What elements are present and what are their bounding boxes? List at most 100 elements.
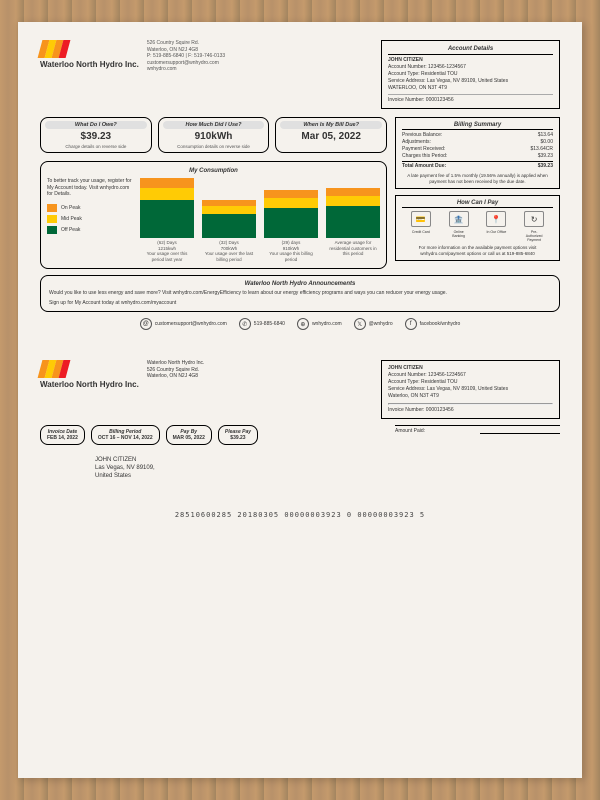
account-name: JOHN CITIZEN — [388, 57, 553, 64]
invoice-number: Invoice Number: 0000123456 — [388, 97, 553, 104]
social-item: ⊕wnhydro.com — [297, 318, 342, 330]
header-left: Waterloo North Hydro Inc. 526 Country Sq… — [40, 40, 371, 109]
summary-row: What Do I Owe? $39.23 Charge details on … — [40, 117, 387, 153]
social-item: 𝕏@wnhydro — [354, 318, 393, 330]
chart-area: To better track your usage, register for… — [47, 178, 380, 262]
stub-card: Invoice DateFEB 14, 2022 — [40, 425, 85, 445]
logo-stripes — [40, 360, 139, 378]
customer-mailing-address: JOHN CITIZEN Las Vegas, NV 89109, United… — [95, 457, 560, 480]
billing-total: Total Amount Due:$39.23 — [402, 161, 553, 170]
account-city: WATERLOO, ON N3T 4T9 — [388, 85, 553, 92]
stub-header: Waterloo North Hydro Inc. Waterloo North… — [40, 360, 560, 419]
web-line: wnhydro.com — [147, 66, 225, 73]
stub-card: Please Pay$39.23 — [218, 425, 258, 445]
legend-text: To better track your usage, register for… — [47, 178, 132, 198]
bar-chart: (62) Days1215kwhYour usage over this per… — [140, 178, 380, 262]
stub-addr: Waterloo, ON N2J 4G8 — [147, 373, 205, 380]
payment-option-label: Credit Card — [410, 230, 432, 242]
billing-summary-box: Billing Summary Previous Balance:$13.64 A… — [395, 117, 560, 189]
pay-labels-row: Credit CardOnline BankingIn Our OfficePr… — [402, 230, 553, 242]
social-icon: 𝕏 — [354, 318, 366, 330]
payment-option-icon: ↻ — [524, 211, 544, 227]
service-address: Service Address: Las Vegas, NV 89109, Un… — [388, 78, 553, 85]
legend-item: Mid Peak — [47, 215, 132, 223]
owe-head: What Do I Owe? — [45, 121, 147, 129]
legend-item: On Peak — [47, 204, 132, 212]
account-type: Account Type: Residential TOU — [388, 71, 553, 78]
stub-logo: Waterloo North Hydro Inc. — [40, 360, 139, 389]
payment-option-icon: 📍 — [486, 211, 506, 227]
customer-line2: United States — [95, 473, 560, 481]
customer-line1: Las Vegas, NV 89109, — [95, 465, 560, 473]
payment-stub: Waterloo North Hydro Inc. Waterloo North… — [40, 360, 560, 518]
barcode-text: 28510600285 20180305 00000003923 0 00000… — [40, 511, 560, 519]
use-val: 910kWh — [163, 131, 265, 142]
announce-line2: Sign up for My Account today at wnhydro.… — [49, 300, 551, 307]
stub-account-box: JOHN CITIZEN Account Number: 123456-1234… — [381, 360, 560, 419]
social-icon: ✆ — [239, 318, 251, 330]
payment-note: For more information on the available pa… — [402, 245, 553, 256]
use-card: How Much Did I Use? 910kWh Consumption d… — [158, 117, 270, 153]
billing-row: Payment Received:$13.64CR — [402, 146, 553, 153]
stub-city: Waterloo, ON N3T 4T9 — [388, 393, 553, 400]
legend-side: To better track your usage, register for… — [47, 178, 132, 262]
company-name: Waterloo North Hydro Inc. — [40, 60, 139, 69]
stub-account-number: Account Number: 123456-1234567 — [388, 372, 553, 379]
stub-company-name: Waterloo North Hydro Inc. — [40, 380, 139, 389]
page-header: Waterloo North Hydro Inc. 526 Country Sq… — [40, 40, 560, 109]
company-logo: Waterloo North Hydro Inc. — [40, 40, 139, 109]
social-item: @customersupport@wnhydro.com — [140, 318, 227, 330]
social-item: ✆519-885-6840 — [239, 318, 285, 330]
stub-service: Service Address: Las Vegas, NV 89109, Un… — [388, 386, 553, 393]
due-val: Mar 05, 2022 — [280, 131, 382, 142]
social-icon: @ — [140, 318, 152, 330]
announcements-box: Waterloo North Hydro Announcements Would… — [40, 275, 560, 312]
consumption-title: My Consumption — [47, 168, 380, 174]
stub-card: Pay ByMAR 05, 2022 — [166, 425, 212, 445]
social-icon: ⊕ — [297, 318, 309, 330]
pay-icons-row: 💳 🏦 📍 ↻ — [402, 211, 553, 227]
utility-bill-document: Waterloo North Hydro Inc. 526 Country Sq… — [18, 22, 582, 778]
customer-name: JOHN CITIZEN — [95, 457, 560, 465]
payment-option-icon: 🏦 — [449, 211, 469, 227]
logo-stripes — [40, 40, 139, 58]
owe-val: $39.23 — [45, 131, 147, 142]
payment-title: How Can I Pay — [402, 200, 553, 208]
stub-account-name: JOHN CITIZEN — [388, 365, 553, 372]
legend-item: Off Peak — [47, 226, 132, 234]
right-column: Billing Summary Previous Balance:$13.64 A… — [395, 117, 560, 269]
billing-row: Charges this Period:$39.23 — [402, 153, 553, 160]
stub-account-type: Account Type: Residential TOU — [388, 379, 553, 386]
due-head: When Is My Bill Due? — [280, 121, 382, 129]
contact-line: P: 519-885-6840 | F: 519-746-0133 — [147, 53, 225, 60]
use-sub: Consumption details on reverse side — [163, 144, 265, 149]
stub-cards-row: Invoice DateFEB 14, 2022 Billing PeriodOC… — [40, 425, 258, 445]
stub-left: Waterloo North Hydro Inc. Waterloo North… — [40, 360, 371, 419]
social-item: ffacebook/wnhydro — [405, 318, 461, 330]
social-icon: f — [405, 318, 417, 330]
stub-invoice: Invoice Number: 0000123456 — [388, 407, 553, 414]
billing-title: Billing Summary — [402, 122, 553, 130]
due-card: When Is My Bill Due? Mar 05, 2022 — [275, 117, 387, 153]
stub-card: Billing PeriodOCT 16 – NOV 14, 2022 — [91, 425, 160, 445]
stub-company-address: Waterloo North Hydro Inc. 526 Country Sq… — [147, 360, 205, 380]
social-row: @customersupport@wnhydro.com ✆519-885-684… — [40, 318, 560, 330]
amount-paid-label: Amount Paid: — [395, 428, 425, 434]
amount-paid-section: Amount Paid: — [395, 425, 560, 434]
billing-note: A late payment fee of 1.5% monthly (19.5… — [402, 173, 553, 184]
billing-row: Previous Balance:$13.64 — [402, 132, 553, 139]
company-address: 526 Country Squire Rd. Waterloo, ON N2J … — [147, 40, 225, 109]
bar-column: (32) Days700kWhYour usage over the last … — [202, 178, 256, 262]
consumption-box: My Consumption To better track your usag… — [40, 161, 387, 269]
owe-card: What Do I Owe? $39.23 Charge details on … — [40, 117, 152, 153]
bar-column: Average usage for residential customers … — [326, 178, 380, 262]
bar-column: (29) days910kWhYour usage this billing p… — [264, 178, 318, 262]
owe-sub: Charge details on reverse side — [45, 144, 147, 149]
amount-paid-line — [480, 428, 560, 434]
payment-option-icon: 💳 — [411, 211, 431, 227]
payment-option-label: Pre-Authorized Payment — [523, 230, 545, 242]
stub-addr: Waterloo North Hydro Inc. — [147, 360, 205, 367]
account-number: Account Number: 123456-1234567 — [388, 64, 553, 71]
announce-line1: Would you like to use less energy and sa… — [49, 290, 551, 297]
announce-title: Waterloo North Hydro Announcements — [49, 280, 551, 288]
